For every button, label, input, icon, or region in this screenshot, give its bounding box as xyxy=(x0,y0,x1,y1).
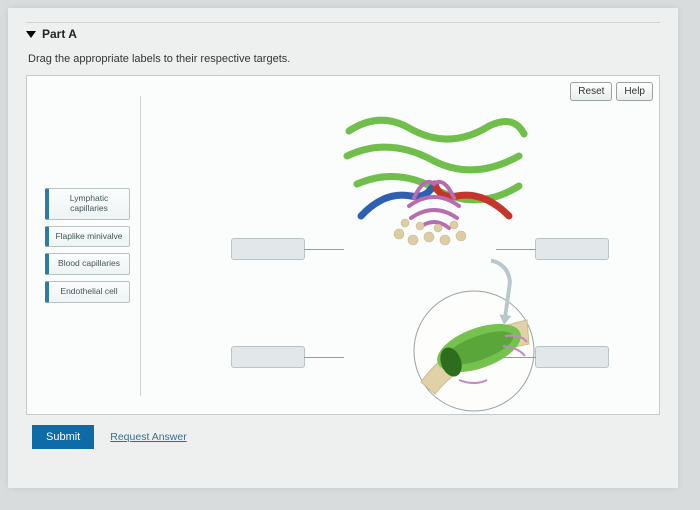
help-button[interactable]: Help xyxy=(616,82,653,101)
label-chip-lymphatic[interactable]: Lymphatic capillaries xyxy=(45,188,130,220)
label-chip-blood-cap[interactable]: Blood capillaries xyxy=(45,253,130,275)
drop-target-4[interactable] xyxy=(535,346,609,368)
minivalve-detail-icon xyxy=(409,286,539,416)
request-answer-link[interactable]: Request Answer xyxy=(110,431,186,443)
label-palette: Lymphatic capillaries Flaplike minivalve… xyxy=(45,96,141,396)
workspace: Reset Help Lymphatic capillaries Flaplik… xyxy=(26,75,660,415)
label-chip-endothelial[interactable]: Endothelial cell xyxy=(45,281,130,303)
part-title: Part A xyxy=(42,27,77,41)
instruction-text: Drag the appropriate labels to their res… xyxy=(28,53,660,65)
collapse-caret-icon[interactable] xyxy=(26,31,36,38)
drop-target-2[interactable] xyxy=(535,238,609,260)
submit-button[interactable]: Submit xyxy=(32,425,94,449)
capillary-network-icon xyxy=(339,106,529,256)
label-chip-minivalve[interactable]: Flaplike minivalve xyxy=(45,226,130,248)
drop-target-3[interactable] xyxy=(231,346,305,368)
diagram-area xyxy=(167,100,641,400)
reset-button[interactable]: Reset xyxy=(570,82,612,101)
drop-target-1[interactable] xyxy=(231,238,305,260)
